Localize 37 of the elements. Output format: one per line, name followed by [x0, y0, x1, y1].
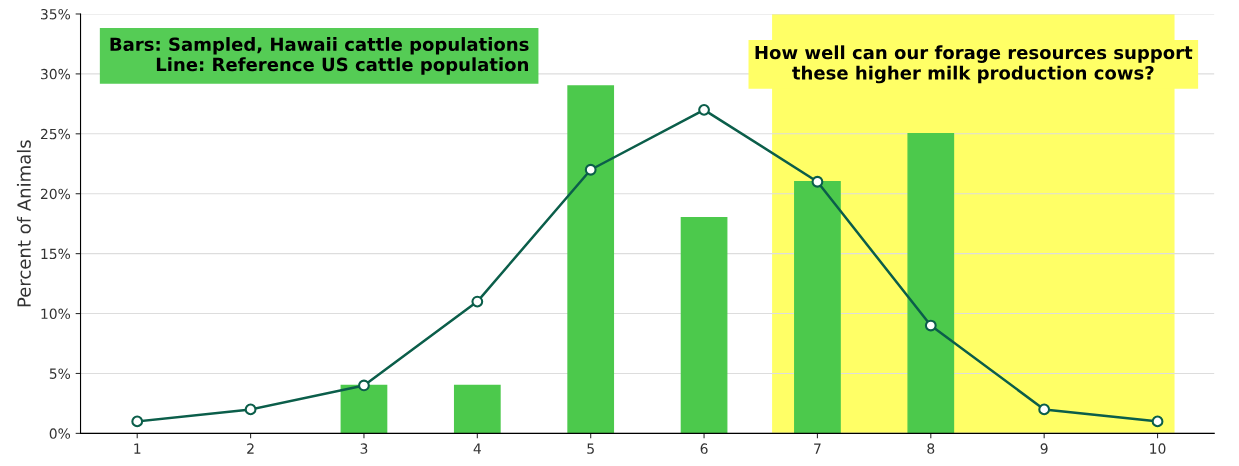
point [131, 415, 144, 428]
y-tick-label: 15% [41, 248, 71, 260]
point [244, 403, 257, 416]
x-tick-label: 5 [587, 443, 594, 454]
x-tick-label: 6 [700, 443, 708, 454]
y-tick-label: 10% [41, 308, 71, 320]
bar [453, 384, 501, 434]
x-tick-label: 2 [247, 443, 254, 454]
bar [794, 181, 841, 434]
point [924, 319, 937, 332]
bar [340, 384, 388, 434]
point [1038, 403, 1051, 416]
y-tick-label: 0% [49, 428, 71, 439]
x-tick-label: 8 [927, 443, 935, 454]
point [471, 295, 484, 308]
y-tick-label: 30% [41, 68, 71, 80]
y-tick-label: 20% [40, 188, 71, 200]
point [584, 163, 597, 176]
x-tick-label: 3 [360, 443, 368, 454]
x-tick-label: 7 [814, 443, 821, 454]
y-tick-label: 35% [41, 8, 71, 20]
y-tick-label: 25% [40, 128, 71, 140]
point [358, 379, 370, 392]
point [1151, 415, 1164, 428]
x-tick-label: 10 [1150, 443, 1166, 454]
bar [907, 133, 955, 434]
point [698, 103, 710, 116]
x-tick-label: 1 [134, 443, 141, 454]
point [811, 175, 824, 188]
bar [567, 85, 615, 434]
y-tick-label: 5% [49, 368, 71, 379]
x-tick-label: 4 [473, 443, 481, 454]
bar [680, 216, 728, 434]
annotation: Bars: Sampled, Hawaii cattle populations Line: Reference US cattle population [110, 37, 529, 75]
x-tick-label: 9 [1040, 443, 1048, 454]
band-label: How well can our forage resources support these higher milk production cows? [755, 45, 1193, 84]
y-axis-title: Percent of Animals [16, 140, 31, 307]
